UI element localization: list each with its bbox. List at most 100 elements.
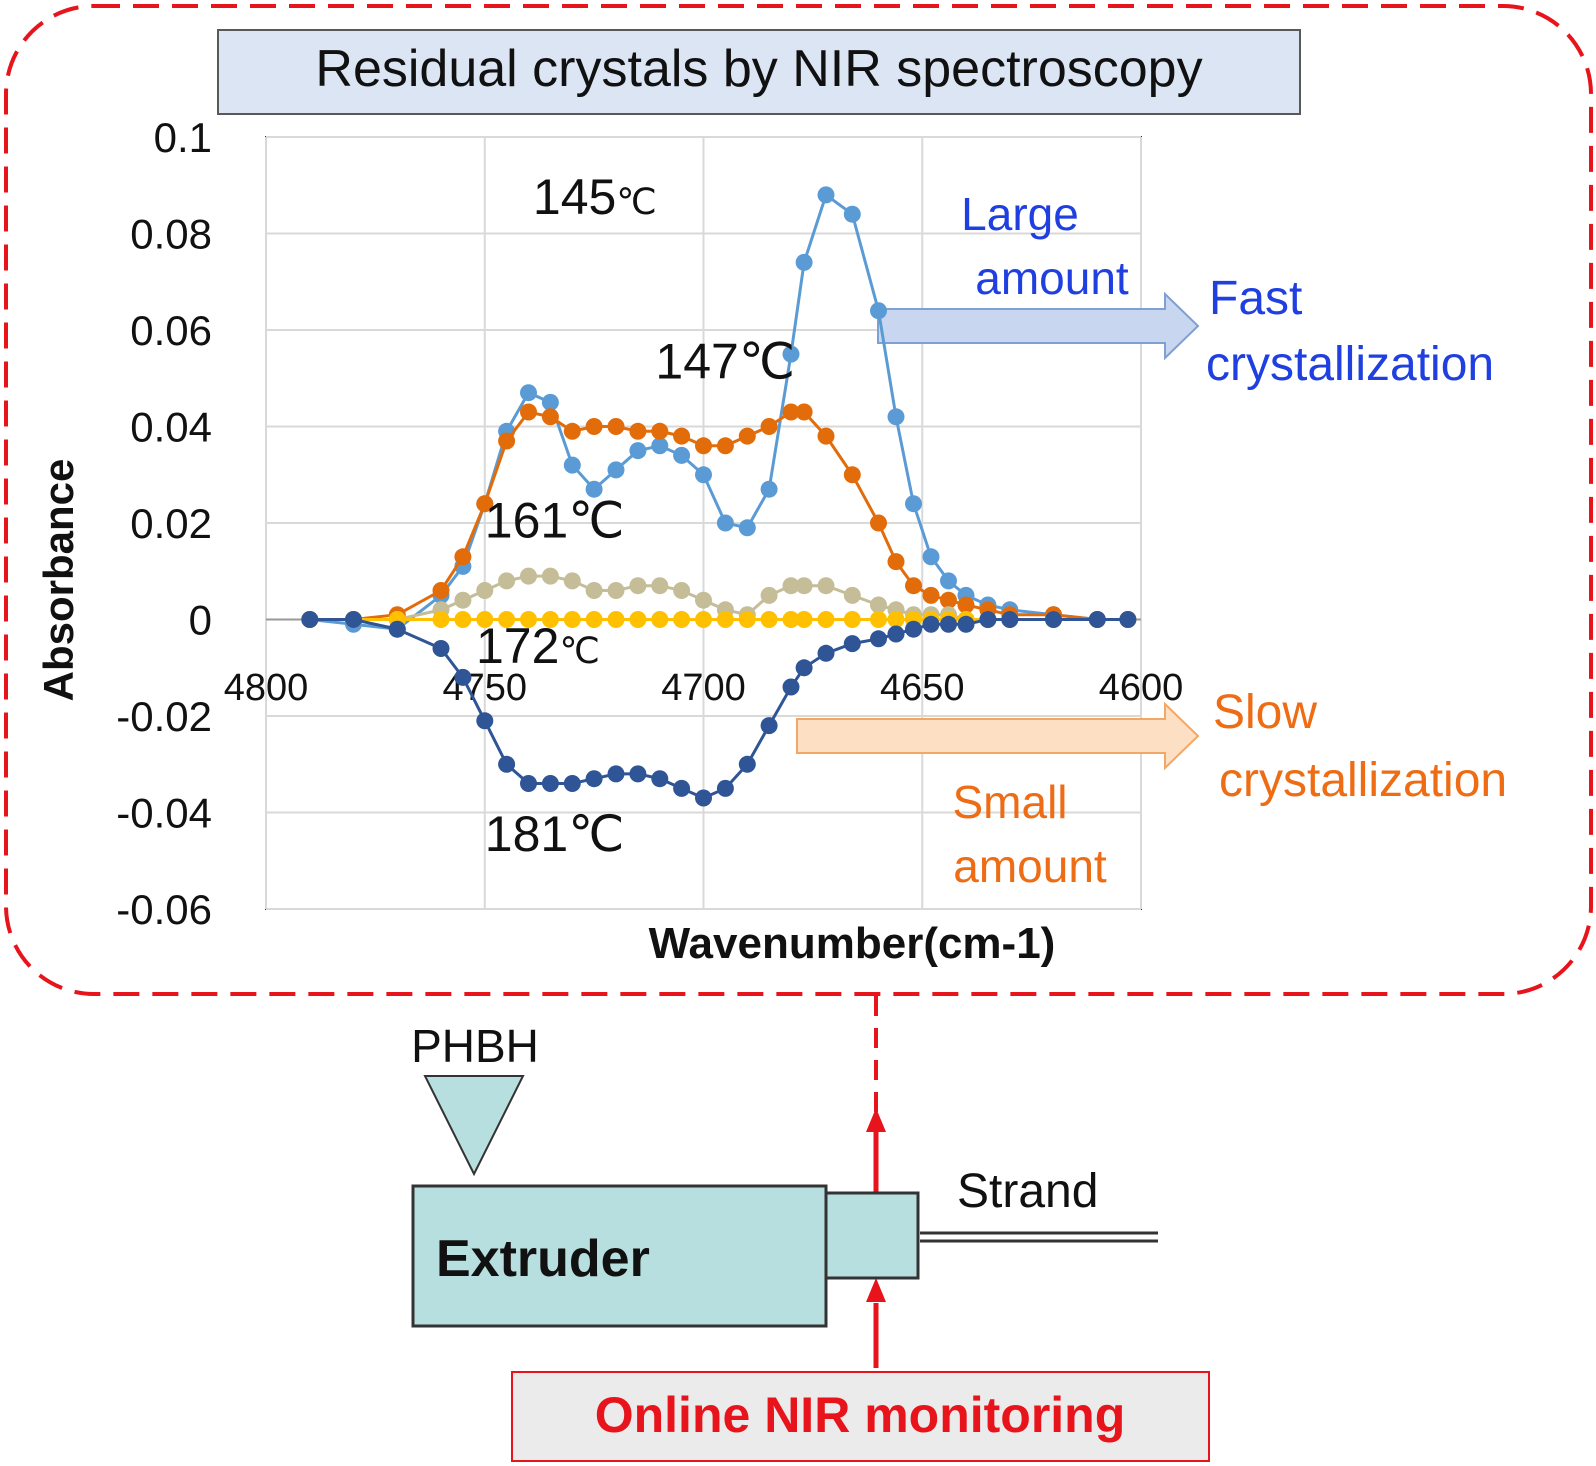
series-label: 181℃: [485, 806, 625, 862]
y-tick-label: 0.04: [130, 404, 212, 451]
data-point: [432, 611, 450, 628]
x-tick-labels: 4800 4750 4700 4650 4600: [224, 667, 1184, 709]
data-point: [760, 611, 778, 628]
chart-title: Residual crystals by NIR spectroscopy: [315, 40, 1202, 98]
data-point: [716, 611, 734, 628]
data-point: [843, 611, 861, 628]
data-point: [795, 403, 813, 421]
slow-arrow: [796, 701, 1200, 771]
y-tick-label: 0.1: [154, 114, 212, 161]
slow-label-line1: Slow: [1213, 686, 1317, 739]
data-point: [795, 611, 813, 628]
data-point: [629, 422, 647, 440]
data-point: [905, 620, 922, 638]
dashed-frame: [4, 4, 1593, 996]
data-point: [760, 586, 778, 604]
data-point: [887, 553, 905, 571]
data-point: [870, 514, 887, 532]
data-point: [520, 567, 537, 585]
data-point: [843, 205, 861, 223]
series-label-text: 181℃: [485, 806, 625, 862]
fast-label-line2: crystallization: [1206, 338, 1494, 391]
series-label-unit: ℃: [616, 181, 656, 222]
data-point: [520, 403, 537, 421]
data-point: [905, 577, 922, 595]
data-point: [922, 548, 940, 566]
hopper-label: PHBH: [411, 1020, 539, 1072]
fast-arrow: [877, 291, 1200, 361]
series-line: [309, 618, 1128, 800]
data-point: [940, 591, 957, 609]
data-point: [782, 345, 800, 363]
data-point: [922, 586, 940, 604]
data-point: [782, 577, 800, 595]
data-point: [498, 755, 516, 773]
data-point: [887, 611, 905, 628]
data-point: [541, 567, 559, 585]
up-arrow-lower-head: [866, 1278, 886, 1302]
data-point: [476, 495, 494, 513]
fast-label-line1: Fast: [1209, 272, 1302, 325]
data-point: [870, 611, 887, 628]
data-point: [760, 480, 778, 498]
data-point: [607, 461, 625, 479]
data-point: [870, 630, 887, 648]
data-point: [738, 611, 756, 628]
y-tick-label: -0.06: [116, 886, 212, 933]
data-point: [607, 765, 625, 783]
x-tick-label: 4800: [224, 667, 309, 709]
data-point: [695, 611, 712, 628]
data-point: [563, 456, 581, 474]
y-tick-labels: 0.1 0.08 0.06 0.04 0.02 0 -0.02 -0.04 -0.06: [116, 114, 212, 933]
data-point: [1088, 611, 1106, 628]
data-point: [817, 644, 835, 662]
data-point: [563, 611, 581, 628]
data-point: [585, 611, 603, 628]
data-point: [738, 755, 756, 773]
data-point: [887, 408, 905, 426]
y-axis-label: Absorbance: [35, 459, 82, 702]
data-point: [607, 611, 625, 628]
data-point: [957, 596, 975, 614]
x-axis-label: Wavenumber(cm-1): [649, 919, 1056, 968]
data-point: [454, 611, 472, 628]
series-2: [301, 403, 1137, 628]
series-label-text: 147℃: [655, 333, 795, 389]
data-point: [922, 615, 940, 633]
data-point: [843, 586, 861, 604]
data-point: [870, 596, 887, 614]
y-tick-label: -0.02: [116, 693, 212, 740]
data-point: [541, 775, 559, 792]
data-point: [301, 611, 319, 628]
data-point: [760, 418, 778, 435]
monitor-box: [511, 1371, 1210, 1462]
data-point: [673, 427, 691, 445]
slow-label-line2: crystallization: [1219, 754, 1507, 807]
data-point: [673, 582, 691, 599]
data-point: [498, 611, 516, 628]
series-label-text: 172: [476, 618, 559, 674]
data-point: [782, 678, 800, 696]
data-point: [817, 611, 835, 628]
data-point: [738, 427, 756, 445]
data-point: [940, 615, 957, 633]
series-line: [309, 574, 1128, 621]
data-point: [476, 712, 494, 730]
data-point: [651, 577, 669, 595]
data-point: [817, 427, 835, 445]
data-point: [388, 620, 406, 638]
data-point: [651, 770, 669, 788]
data-point: [716, 437, 734, 455]
data-point: [629, 611, 647, 628]
series-label-text: 145: [533, 169, 616, 225]
y-tick-label: 0.08: [130, 211, 212, 258]
data-point: [563, 422, 581, 440]
data-point: [563, 572, 581, 590]
data-point: [520, 611, 537, 628]
data-point: [979, 611, 997, 628]
data-point: [563, 775, 581, 792]
data-point: [695, 466, 712, 484]
data-point: [498, 432, 516, 450]
